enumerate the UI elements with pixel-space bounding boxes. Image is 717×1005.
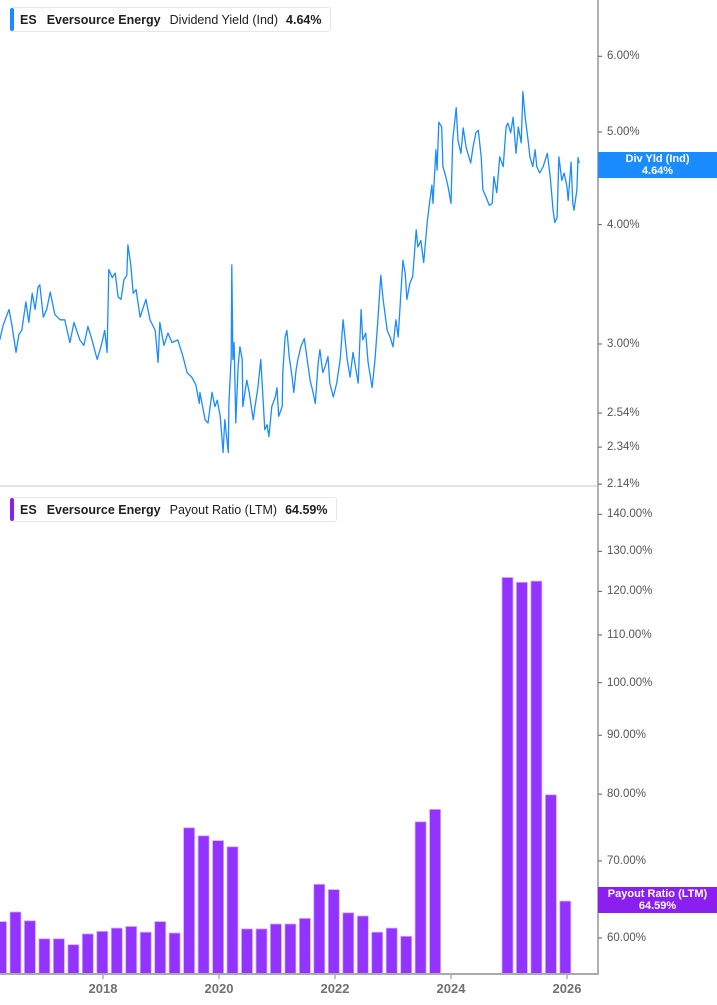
- series-color-marker: [10, 8, 14, 31]
- payout-bar[interactable]: [516, 581, 528, 975]
- payout-bar[interactable]: [241, 928, 253, 975]
- tag-label: Div Yld (Ind): [625, 153, 690, 165]
- payout-bar[interactable]: [197, 835, 210, 975]
- payout-ratio-y-tick-label: 60.00%: [607, 932, 647, 944]
- payout-ratio-y-tick-label: 140.00%: [607, 508, 653, 521]
- payout-ratio-y-tick-label: 130.00%: [607, 545, 653, 558]
- payout-bar[interactable]: [96, 931, 109, 975]
- tag-value: 64.59%: [638, 900, 677, 912]
- dividend-yield-y-tick-label: 2.14%: [607, 478, 640, 491]
- payout-ratio-y-tick-label: 100.00%: [607, 676, 653, 689]
- payout-bar[interactable]: [414, 821, 427, 975]
- payout-bar[interactable]: [53, 938, 65, 975]
- axis-tick-marks: [102, 55, 602, 979]
- payout-bar[interactable]: [125, 926, 138, 975]
- payout-bar[interactable]: [385, 927, 398, 975]
- tag-label: Payout Ratio (LTM): [607, 888, 708, 900]
- payout-bar[interactable]: [313, 883, 326, 975]
- payout-bar[interactable]: [284, 923, 297, 975]
- payout-bar[interactable]: [212, 840, 225, 975]
- payout-bar[interactable]: [400, 935, 413, 975]
- payout-bar[interactable]: [168, 932, 181, 975]
- payout-ratio-y-tick-label: 80.00%: [607, 788, 647, 801]
- payout-bar[interactable]: [0, 921, 7, 975]
- payout-bar[interactable]: [23, 920, 36, 975]
- x-tick-label: 2020: [204, 981, 234, 996]
- legend-value: 64.59%: [285, 502, 328, 517]
- payout-bar[interactable]: [255, 928, 268, 975]
- payout-ratio-y-tick-label: 90.00%: [607, 729, 647, 742]
- x-tick-label: 2024: [436, 981, 466, 996]
- dividend-yield-y-tick-label: 3.00%: [607, 337, 640, 350]
- payout-bar[interactable]: [67, 944, 80, 975]
- legend-ticker: ES: [20, 502, 37, 517]
- payout-bar[interactable]: [139, 931, 152, 975]
- x-tick-label: 2022: [320, 981, 350, 996]
- dividend-yield-y-tick-label: 2.34%: [607, 441, 640, 454]
- payout-bar[interactable]: [154, 921, 167, 975]
- payout-bar[interactable]: [545, 794, 557, 975]
- payout-bar[interactable]: [298, 918, 311, 975]
- payout-bar[interactable]: [429, 809, 442, 975]
- x-tick-label: 2026: [552, 981, 582, 996]
- payout-ratio-y-tick-label: 110.00%: [607, 628, 652, 641]
- legend-company: Eversource Energy: [46, 502, 161, 517]
- payout-bar[interactable]: [183, 827, 196, 975]
- payout-bar[interactable]: [110, 927, 123, 975]
- payout-bar[interactable]: [38, 938, 51, 975]
- payout-bar[interactable]: [530, 580, 543, 975]
- legend-ticker: ES: [20, 12, 37, 27]
- legend-metric: Dividend Yield (Ind): [169, 12, 279, 27]
- series-color-marker: [10, 498, 14, 521]
- tag-value: 4.64%: [641, 165, 674, 177]
- dividend-yield-value-tag: Div Yld (Ind) 4.64%: [598, 152, 717, 178]
- payout-bar[interactable]: [81, 933, 94, 975]
- x-tick-label: 2018: [88, 981, 118, 996]
- payout-ratio-y-tick-label: 70.00%: [607, 854, 647, 867]
- payout-ratio-value-tag: Payout Ratio (LTM) 64.59%: [598, 887, 717, 913]
- legend-company: Eversource Energy: [46, 12, 161, 27]
- dividend-yield-y-tick-label: 5.00%: [607, 126, 640, 138]
- payout-bar[interactable]: [226, 846, 239, 975]
- dividend-yield-line-plot: [0, 91, 580, 454]
- payout-bar[interactable]: [269, 923, 282, 975]
- dividend-yield-y-tick-label: 2.54%: [607, 407, 640, 420]
- dividend-yield-line[interactable]: [0, 91, 580, 454]
- legend-metric: Payout Ratio (LTM): [169, 502, 278, 517]
- payout-ratio-legend[interactable]: ES Eversource Energy Payout Ratio (LTM) …: [10, 497, 337, 522]
- payout-bar[interactable]: [327, 889, 340, 975]
- dividend-yield-y-tick-label: 4.00%: [607, 218, 640, 231]
- payout-bar[interactable]: [9, 911, 22, 975]
- payout-bar[interactable]: [356, 915, 369, 975]
- legend-value: 4.64%: [286, 12, 322, 27]
- payout-bar[interactable]: [371, 931, 384, 975]
- payout-bar[interactable]: [559, 900, 572, 975]
- payout-bar[interactable]: [342, 912, 355, 975]
- dividend-yield-legend[interactable]: ES Eversource Energy Dividend Yield (Ind…: [10, 7, 331, 32]
- payout-bar[interactable]: [501, 577, 514, 975]
- dividend-yield-y-tick-label: 6.00%: [607, 50, 640, 63]
- payout-ratio-y-tick-label: 120.00%: [607, 585, 653, 598]
- payout-ratio-bar-plot: [0, 577, 572, 975]
